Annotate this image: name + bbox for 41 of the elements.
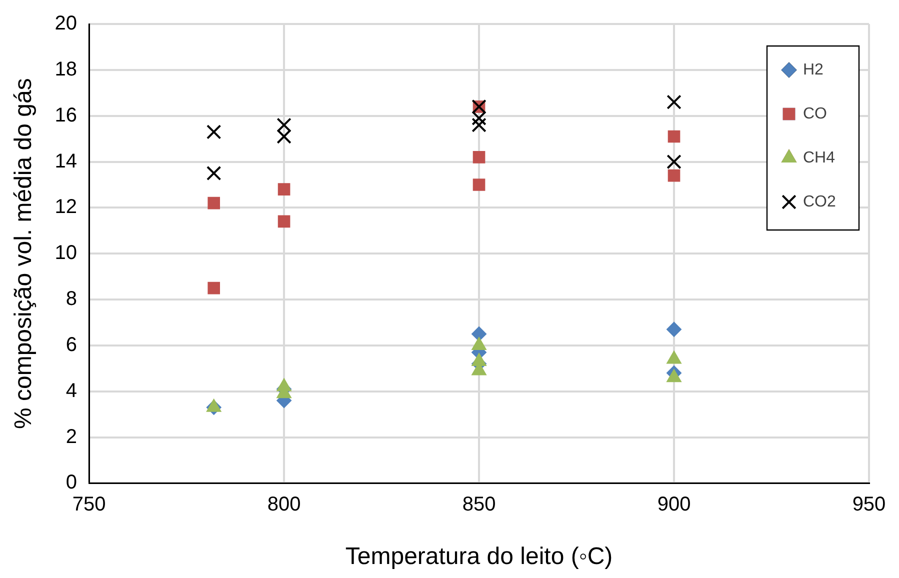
y-tick-label: 12 bbox=[54, 196, 78, 218]
y-tick-label: 20 bbox=[54, 12, 78, 35]
point bbox=[668, 130, 680, 143]
y-tick-label: 2 bbox=[66, 426, 78, 448]
point bbox=[206, 124, 222, 140]
point bbox=[666, 154, 682, 170]
y-axis-title: % composição vol. média do gás bbox=[10, 78, 38, 430]
point bbox=[278, 183, 290, 196]
x-tick-label: 900 bbox=[657, 494, 691, 516]
y-tick-label: 18 bbox=[54, 58, 78, 80]
point bbox=[472, 151, 486, 164]
point bbox=[278, 215, 290, 228]
legend-label: CO2 bbox=[803, 193, 836, 210]
point bbox=[472, 326, 487, 342]
point bbox=[666, 94, 682, 110]
point bbox=[208, 196, 220, 210]
y-tick-label: 6 bbox=[66, 334, 78, 356]
point bbox=[666, 350, 682, 364]
y-tick-label: 4 bbox=[66, 380, 78, 402]
x-tick-label: 750 bbox=[72, 494, 106, 516]
point bbox=[206, 398, 222, 412]
x-axis-title: Temperatura do leito (◦C) bbox=[345, 543, 613, 570]
point bbox=[472, 178, 486, 191]
point bbox=[208, 282, 220, 294]
y-tick-label: 10 bbox=[54, 242, 78, 264]
y-tick-label: 0 bbox=[66, 472, 78, 494]
y-tick-label: 14 bbox=[54, 150, 78, 172]
y-tick-label: 8 bbox=[66, 288, 78, 310]
point bbox=[666, 369, 682, 382]
point bbox=[472, 336, 486, 350]
point bbox=[472, 118, 486, 132]
x-tick-label: 950 bbox=[852, 494, 886, 516]
legend-label: CH4 bbox=[803, 149, 836, 166]
legend-label: CO bbox=[803, 105, 827, 122]
point bbox=[206, 166, 222, 181]
point bbox=[668, 169, 680, 182]
x-tick-label: 800 bbox=[267, 494, 301, 516]
point bbox=[666, 322, 682, 337]
legend-label: H2 bbox=[803, 61, 824, 78]
y-tick-label: 16 bbox=[54, 104, 78, 126]
x-tick-label: 850 bbox=[462, 494, 496, 516]
